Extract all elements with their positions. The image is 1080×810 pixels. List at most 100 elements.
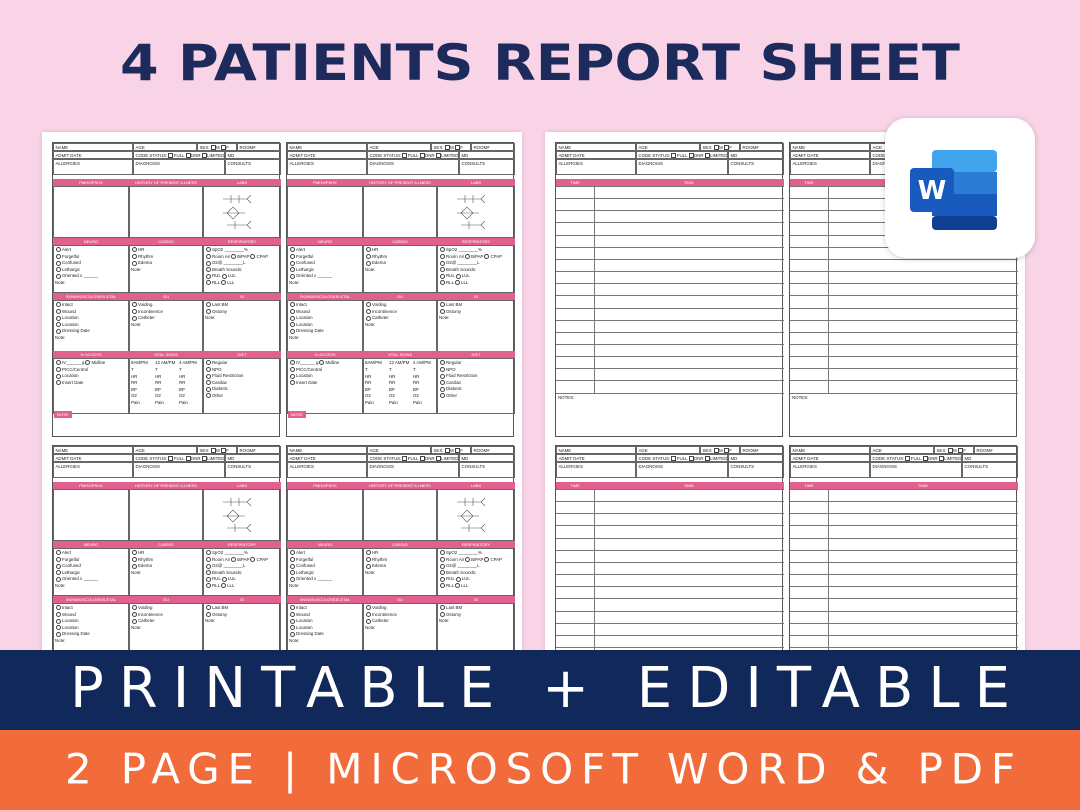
note-bar: NOTE: [54, 411, 72, 418]
option: Location [62, 321, 79, 327]
label: ADMIT DATE [558, 153, 585, 158]
vital-row: BP [365, 387, 371, 393]
section-header: PMHX/PSHX [287, 179, 363, 186]
radio [290, 302, 295, 308]
option: Ostomy [212, 611, 228, 617]
option-line: Lethargic [55, 570, 80, 576]
label: DNR [694, 456, 704, 461]
option-line: Location [289, 625, 313, 631]
option-line: Last BM [205, 605, 228, 611]
label: M [719, 448, 723, 453]
checkbox [435, 456, 441, 461]
row-line [790, 368, 1018, 369]
checkbox [713, 145, 719, 150]
task-label: TASK [683, 180, 695, 185]
vital-row: Pain [413, 400, 422, 406]
row-line [556, 356, 784, 357]
radio [85, 360, 91, 366]
radio [290, 550, 295, 556]
label: ADMIT DATE [558, 456, 585, 461]
vital-row: HR [131, 374, 137, 380]
option-line: Wound [289, 612, 310, 618]
checkbox [419, 456, 425, 461]
label: F [729, 448, 732, 453]
vital-row: RR [131, 380, 137, 386]
option-line: Regular [439, 360, 461, 366]
notes-line: NOTES: [558, 395, 574, 401]
option-line: Room Air BiPAP CPAP [205, 254, 268, 260]
radio [231, 556, 237, 562]
option: PICC/Central [296, 366, 322, 372]
note-line: Note: [289, 335, 300, 341]
label: SEX: [199, 145, 210, 150]
option: Other [212, 393, 223, 398]
vital-time: 4 AM/PM [179, 360, 197, 366]
label: LIMITED [207, 153, 225, 158]
option: Catheter [372, 618, 389, 624]
vital-row: T [389, 367, 392, 372]
radio [366, 260, 371, 266]
field-cell: ALLERGIES [556, 462, 636, 478]
option: Alert [296, 550, 306, 555]
radio [132, 247, 137, 253]
option-line: Dressing Date [289, 631, 324, 637]
option: Ostomy [446, 308, 462, 314]
option: IV______ g [62, 360, 85, 365]
label: DNR [425, 153, 435, 158]
vital-row: HR [413, 374, 419, 380]
option: RUL [212, 273, 221, 279]
radio [56, 631, 61, 637]
option-line: Confused [289, 563, 315, 569]
field-cell: ADMIT DATE [53, 454, 133, 462]
option-line: RUL LUL [205, 576, 236, 582]
labs-diagram [223, 497, 252, 533]
option-line: Wound [55, 309, 76, 315]
radio [206, 302, 211, 308]
label: NAME [558, 448, 572, 453]
field-cell: SEX: M F [197, 446, 237, 454]
option-line: RLL LLL [205, 280, 234, 286]
section-header: GU [363, 596, 437, 603]
radio [56, 273, 61, 279]
section-header: IV ACCESS [53, 351, 129, 358]
label: NAME [289, 448, 303, 453]
label: MD [461, 456, 469, 461]
option-line: Lethargic [289, 267, 314, 273]
option-line: Alert [289, 247, 305, 253]
section-box [203, 245, 281, 293]
option-line: RUL LUL [439, 576, 470, 582]
icon-square [910, 168, 954, 212]
label: M [450, 145, 454, 150]
label: LIMITED [710, 153, 728, 158]
vital-row: T [155, 367, 158, 372]
row-line [556, 610, 784, 611]
checkbox [402, 153, 408, 158]
option: Rhythm [372, 253, 388, 259]
label: CONSULTS [227, 161, 252, 166]
note: Note: [55, 638, 66, 643]
radio [206, 260, 211, 266]
radio [484, 253, 490, 259]
vital-row: RR [389, 380, 396, 385]
option: LLL [461, 583, 469, 588]
option: Ostomy [446, 611, 462, 617]
option: Dressing Date [62, 631, 90, 637]
field-cell: ROOM# [471, 143, 515, 151]
vital-row: BP [389, 386, 395, 392]
option-line: Oriented x ______ [55, 273, 98, 279]
option-line: Location [289, 373, 313, 379]
row-line [556, 646, 784, 648]
radio [366, 302, 371, 308]
field-cell: MD [225, 454, 281, 462]
row-line [790, 343, 1018, 345]
section-title: IV ACCESS [314, 352, 336, 357]
title-area: 4 PATIENTS REPORT SHEET [120, 34, 960, 92]
label: DIAGNOSIS [369, 464, 394, 469]
label: NAME [558, 145, 572, 150]
section-box [53, 245, 129, 293]
field-cell: ALLERGIES [556, 159, 636, 175]
radio [440, 611, 445, 617]
vital-row: O2 [179, 393, 185, 399]
label: ALLERGIES [55, 464, 80, 469]
radio [440, 302, 445, 308]
